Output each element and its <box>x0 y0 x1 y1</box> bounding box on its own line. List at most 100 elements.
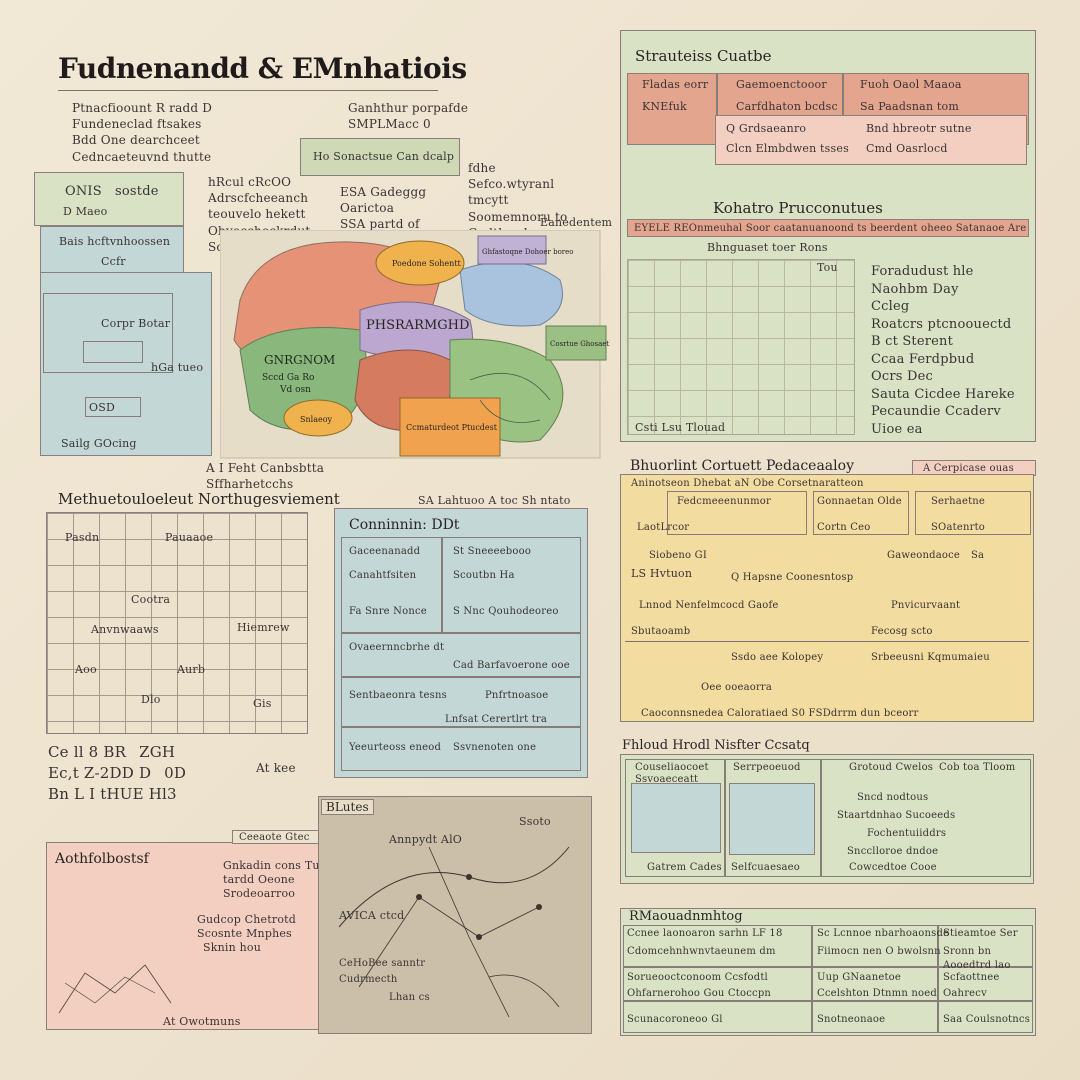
row-text: Lnfsat Cerertlrt tra <box>445 714 548 725</box>
diagram-left-label: GNRGNOM <box>264 353 335 367</box>
rm-row: Snotneonaoe <box>817 1014 886 1025</box>
col-divider <box>937 925 939 1033</box>
panel-head: Bais hcftvnhoossen <box>59 235 171 248</box>
yellow-item: Gonnaetan Olde <box>817 496 902 507</box>
heard-foot: Gatrem Cades <box>647 862 722 873</box>
yellow-item: Fedcmeeenunmor <box>677 496 771 507</box>
note-line: Sefco.wtyranl <box>468 177 555 192</box>
foot-line: Ce ll 8 BR <box>48 743 127 761</box>
note-line: hRcul cRcOO <box>208 175 292 189</box>
rm-row: Sorueooctconoom Ccsfodtl <box>627 972 768 983</box>
note-line: Ocrs Dec <box>871 369 933 385</box>
math-grid-notes: A I Feht Canbsbtta Sffharhetcchs <box>206 460 324 492</box>
network-sketch <box>338 846 570 1018</box>
row-text: Gaceenanadd <box>349 546 421 557</box>
note-line: Pecaundie Ccaderv <box>871 404 1001 420</box>
brown-line: Lhan cs <box>389 992 430 1003</box>
yellow-item: Lnnod Nenfelmcocd Gaofe <box>639 600 779 611</box>
table-cell: Q Grdsaeanro <box>726 122 807 135</box>
yellow-item: Pnvicurvaant <box>891 600 961 611</box>
row-text: Pnfrtnoasoe <box>485 690 549 701</box>
heard-col: Grotoud Cwelos <box>849 762 934 773</box>
yellow-cell <box>915 491 1031 535</box>
rm-row: Ccnee laonoaron sarhn LF 18 <box>627 928 783 939</box>
heard-blue <box>631 783 721 853</box>
header-notes: Ptnacfioount R radd D Fundeneclad ftsake… <box>72 100 212 165</box>
rm-row: Ohfarnerohoo Gou Ctoccpn <box>627 988 772 999</box>
arm-line: Gudcop Chetrotd <box>197 913 297 926</box>
panel-title: Aothfolbostsf <box>55 851 149 867</box>
yellow-sub: Aninotseon Dhebat aN Obe Corsetnaratteon <box>631 478 864 489</box>
rm-row: Saa Coulsnotncs <box>943 1014 1031 1025</box>
yellow-item: Sa <box>971 550 985 561</box>
yellow-panel-title: Bhuorlint Cortuett Pedaceaaloy <box>630 458 854 474</box>
yellow-item: LS Hvtuon <box>631 567 693 580</box>
row-text: Fa Snre Nonce <box>349 606 427 617</box>
row-text: Sentbaeonra tesns <box>349 690 447 701</box>
yellow-panel: Aninotseon Dhebat aN Obe Corsetnaratteon… <box>620 474 1034 722</box>
row-text: Canahtfsiten <box>349 570 417 581</box>
heard-row: Staartdnhao Sucoeeds <box>837 810 956 821</box>
note-line: SMPLMacc 0 <box>348 117 431 132</box>
foot-line: ZGH <box>139 743 176 761</box>
note-line: teouvelo hekett <box>208 207 306 222</box>
rm-row: Cdomcehnhwnvtaeunem dm <box>627 946 776 957</box>
rm-row: Fiimocn nen O bwolsnn <box>817 946 941 957</box>
grid-cell-text: Pasdn <box>65 531 100 544</box>
heard-col: Couseliaocoet <box>635 762 709 773</box>
arm-panel: Aothfolbostsf Gnkadin cons Tuo tardd Oeo… <box>46 842 332 1030</box>
yellow-ellipse-bottom <box>283 399 353 437</box>
note-line: A I Feht Canbsbtta <box>206 461 325 475</box>
table-cell: Gaemoenctooor <box>736 78 827 91</box>
note-line: Bdd One dearchceet <box>72 133 200 148</box>
tag-text: Ceeaote Gtec <box>239 832 310 843</box>
kohanto-grid <box>627 259 855 435</box>
arm-line: Sknin hou <box>203 941 261 954</box>
note-line: Roatcrs ptcnoouectd <box>871 316 1012 332</box>
yellow-item: LaotLrcor <box>637 522 690 533</box>
table-cell: Clcn Elmbdwen tsses <box>726 142 849 155</box>
rm-row: Sc Lcnnoe nbarhoaonsde <box>817 928 950 939</box>
panel-sub: Ccfr <box>101 255 126 268</box>
row-text: Ssvnenoten one <box>453 742 537 753</box>
sketch-path <box>58 964 172 1014</box>
note-line: Ptnacfioount R radd D <box>72 101 213 115</box>
blue-cell <box>83 341 143 363</box>
tab-line: sostde <box>115 184 159 199</box>
note-line: Cedncaeteuvnd thutte <box>72 149 212 164</box>
note-line: Adrscfcheeanch <box>208 191 309 206</box>
rm-panel: RMaouadnmhtog Ccnee laonoaron sarhn LF 1… <box>620 908 1036 1036</box>
connector-line <box>479 399 541 423</box>
row-text: Cad Barfavoerone ooe <box>453 660 570 671</box>
brown-line: Cudrmecth <box>339 974 398 985</box>
left-tab-panel: ONIS sostde D Maeo <box>34 172 184 226</box>
tag-yellow-top-text: Poedone Sohentt <box>392 259 462 268</box>
table-cell: Cmd Oasrlocd <box>866 142 948 155</box>
yellow-item: Siobeno GI <box>649 550 707 561</box>
yellow-item: Serhaetne <box>931 496 986 507</box>
arm-line: Scosnte Mnphes <box>197 927 292 940</box>
note-line: tmcytt <box>468 193 509 208</box>
yellow-item: Gaweondaoce <box>887 550 960 561</box>
yellow-item: SOatenrto <box>931 522 986 533</box>
yellow-item: Fecosg scto <box>871 626 933 637</box>
network-line <box>428 846 510 1018</box>
heard-cell <box>725 759 821 877</box>
heard-foot: Selfcuaesaeo <box>731 862 801 873</box>
row-text: Scoutbn Ha <box>453 570 515 581</box>
heard-blue <box>729 783 815 855</box>
rm-cell <box>623 1001 1033 1033</box>
heard-panel: Couseliaocoet Serrpeoeuod Grotoud Cwelos… <box>620 754 1034 884</box>
yellow-cell <box>667 491 807 535</box>
heard-row: Cowcedtoe Cooe <box>849 862 937 873</box>
arm-tag: Ceeaote Gtec <box>232 830 332 844</box>
rm-row: Oahrecv <box>943 988 987 999</box>
foot-line: At kee <box>256 761 296 775</box>
grid-cell-text: Cootra <box>131 593 171 606</box>
col-divider <box>811 925 813 1033</box>
heard-col: Ssvoaeceatt <box>635 774 699 785</box>
yellow-item: Srbeeusni Kqmumaieu <box>871 652 990 663</box>
note-line: Soomemnoru to <box>468 209 568 224</box>
center-panel-top: SA Lahtuoo A toc Sh ntato <box>418 494 571 507</box>
